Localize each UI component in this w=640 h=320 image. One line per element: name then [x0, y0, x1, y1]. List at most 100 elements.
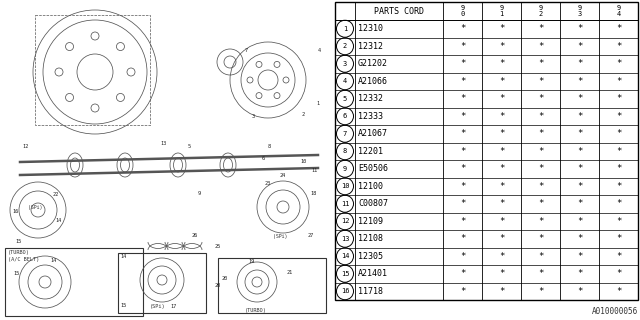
- Text: 4: 4: [318, 48, 321, 53]
- Text: 19: 19: [248, 259, 254, 264]
- Text: 23: 23: [265, 181, 271, 186]
- Text: *: *: [616, 42, 621, 51]
- Text: *: *: [616, 164, 621, 173]
- Text: *: *: [616, 112, 621, 121]
- Text: *: *: [577, 77, 582, 86]
- Text: C00807: C00807: [358, 199, 388, 208]
- Text: *: *: [616, 182, 621, 191]
- Text: A21067: A21067: [358, 129, 388, 138]
- Text: 9: 9: [343, 166, 347, 172]
- Text: 4: 4: [343, 78, 347, 84]
- Text: PARTS CORD: PARTS CORD: [374, 6, 424, 15]
- Text: 21: 21: [287, 270, 293, 275]
- Text: *: *: [616, 59, 621, 68]
- Text: *: *: [577, 112, 582, 121]
- Text: *: *: [538, 129, 543, 138]
- Text: 15: 15: [15, 239, 21, 244]
- Text: (SPi): (SPi): [28, 205, 42, 210]
- Text: *: *: [499, 217, 504, 226]
- Text: *: *: [538, 287, 543, 296]
- Text: *: *: [616, 94, 621, 103]
- Text: *: *: [577, 24, 582, 33]
- Text: 12305: 12305: [358, 252, 383, 261]
- Text: *: *: [499, 42, 504, 51]
- Text: 20: 20: [215, 283, 221, 288]
- Text: *: *: [460, 252, 465, 261]
- Text: 2: 2: [343, 43, 347, 49]
- Text: (SPi): (SPi): [273, 234, 287, 239]
- Text: 11: 11: [311, 168, 317, 173]
- Text: 9
3: 9 3: [577, 5, 582, 17]
- Text: 9: 9: [198, 191, 201, 196]
- Text: 1: 1: [316, 101, 319, 106]
- Text: 1: 1: [343, 26, 347, 32]
- Text: E50506: E50506: [358, 164, 388, 173]
- Text: *: *: [499, 147, 504, 156]
- Text: 5: 5: [343, 96, 347, 102]
- Text: 12332: 12332: [358, 94, 383, 103]
- Text: *: *: [538, 77, 543, 86]
- Text: *: *: [616, 147, 621, 156]
- Text: 6: 6: [262, 156, 265, 161]
- Text: *: *: [577, 147, 582, 156]
- Text: *: *: [460, 217, 465, 226]
- Text: *: *: [460, 59, 465, 68]
- Text: *: *: [538, 94, 543, 103]
- Text: 12310: 12310: [358, 24, 383, 33]
- Text: 3: 3: [252, 114, 255, 119]
- Text: 12100: 12100: [358, 182, 383, 191]
- Text: 7: 7: [245, 48, 248, 53]
- Text: (A/C BELT): (A/C BELT): [8, 257, 39, 262]
- Text: *: *: [577, 59, 582, 68]
- Text: 14: 14: [50, 258, 56, 263]
- Text: *: *: [538, 199, 543, 208]
- Text: 16: 16: [340, 288, 349, 294]
- Text: *: *: [538, 59, 543, 68]
- Text: 27: 27: [308, 233, 314, 238]
- Text: *: *: [577, 269, 582, 278]
- Text: *: *: [499, 24, 504, 33]
- Text: 9
2: 9 2: [538, 5, 543, 17]
- Text: *: *: [538, 234, 543, 243]
- Text: *: *: [616, 217, 621, 226]
- Text: *: *: [616, 287, 621, 296]
- Text: 14: 14: [55, 218, 61, 223]
- Text: *: *: [538, 112, 543, 121]
- Text: *: *: [460, 112, 465, 121]
- Text: 12108: 12108: [358, 234, 383, 243]
- Text: A010000056: A010000056: [592, 308, 638, 316]
- Text: 16: 16: [12, 209, 19, 214]
- Text: *: *: [538, 217, 543, 226]
- Text: 15: 15: [120, 303, 126, 308]
- Text: 12109: 12109: [358, 217, 383, 226]
- Text: 12: 12: [340, 218, 349, 224]
- Text: *: *: [499, 199, 504, 208]
- Text: *: *: [460, 269, 465, 278]
- Text: *: *: [616, 24, 621, 33]
- Text: 12312: 12312: [358, 42, 383, 51]
- Text: *: *: [499, 59, 504, 68]
- Text: 9
0: 9 0: [460, 5, 465, 17]
- Text: 20: 20: [222, 276, 228, 281]
- Text: 17: 17: [170, 304, 176, 309]
- Text: *: *: [616, 269, 621, 278]
- Text: 22: 22: [53, 192, 60, 197]
- Text: *: *: [577, 42, 582, 51]
- Text: *: *: [499, 129, 504, 138]
- Text: 14: 14: [120, 254, 126, 259]
- Text: 18: 18: [310, 191, 316, 196]
- Text: 5: 5: [188, 144, 191, 149]
- Text: *: *: [460, 77, 465, 86]
- Text: *: *: [499, 287, 504, 296]
- Text: 7: 7: [343, 131, 347, 137]
- Text: *: *: [499, 234, 504, 243]
- Text: *: *: [460, 129, 465, 138]
- Text: *: *: [577, 217, 582, 226]
- Text: *: *: [577, 164, 582, 173]
- Text: 9
1: 9 1: [499, 5, 504, 17]
- Text: *: *: [538, 269, 543, 278]
- Text: 13: 13: [160, 141, 166, 146]
- Text: *: *: [460, 24, 465, 33]
- Text: *: *: [538, 147, 543, 156]
- Text: A21401: A21401: [358, 269, 388, 278]
